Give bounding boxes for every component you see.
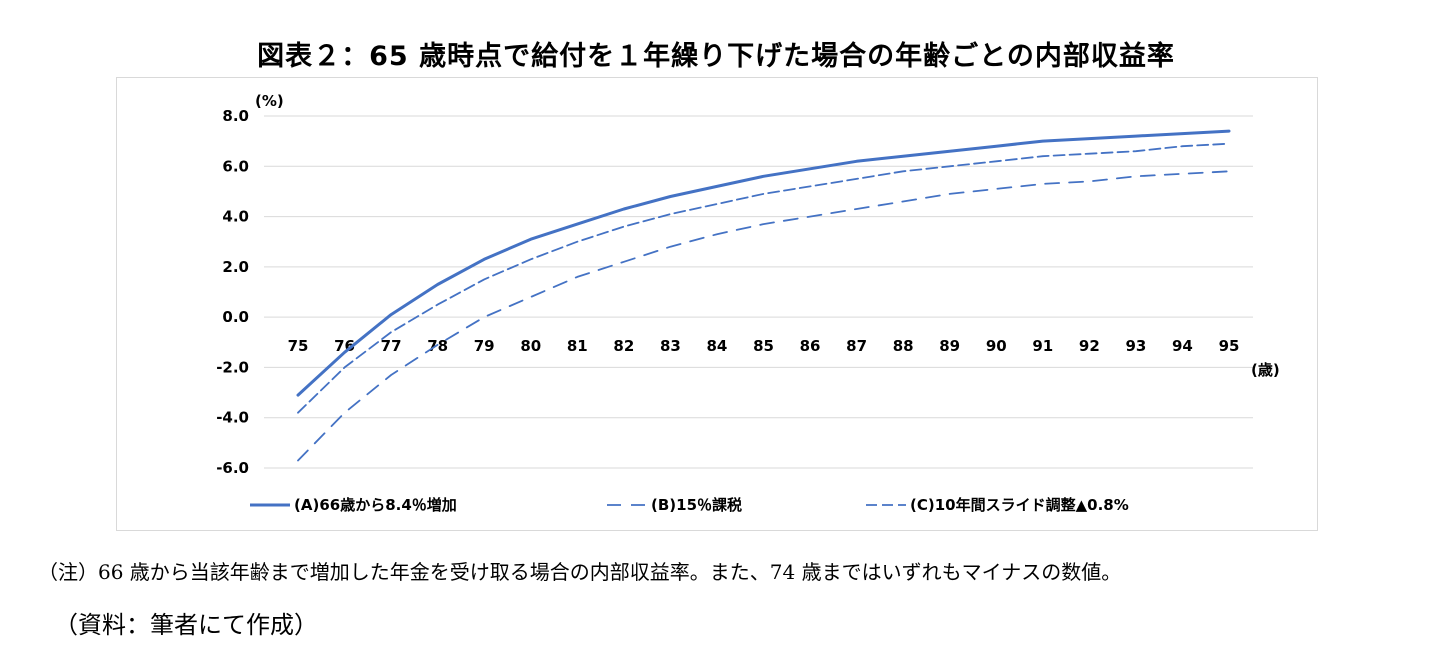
x-tick-label: 80 bbox=[520, 337, 541, 355]
x-tick-label: 87 bbox=[846, 337, 867, 355]
gridlines bbox=[264, 115, 1253, 469]
series-line-b bbox=[297, 170, 1230, 462]
x-tick-label: 78 bbox=[427, 337, 448, 355]
series-line-a bbox=[296, 129, 1231, 397]
legend-label-a: (A)66歳から8.4％増加 bbox=[294, 496, 457, 514]
x-tick-label: 94 bbox=[1172, 337, 1193, 355]
x-tick-label: 92 bbox=[1079, 337, 1100, 355]
y-tick-label: -6.0 bbox=[216, 459, 249, 477]
x-tick-label: 77 bbox=[381, 337, 402, 355]
y-tick-label: 4.0 bbox=[222, 208, 249, 226]
x-tick-label: 90 bbox=[986, 337, 1007, 355]
x-tick-label: 79 bbox=[474, 337, 495, 355]
series-lines bbox=[296, 129, 1231, 462]
x-axis-unit-label: (歳) bbox=[1251, 361, 1280, 379]
x-axis-ticks: 75 76 77 78 79 80 81 82 83 84 85 86 87 88 89 90 91 92 93 94… bbox=[288, 337, 1240, 355]
footnote: （注）66 歳から当該年齢まで増加した年金を受け取る場合の内部収益率。また、74… bbox=[38, 560, 1122, 584]
x-tick-label: 84 bbox=[707, 337, 728, 355]
y-tick-label: -2.0 bbox=[216, 358, 249, 376]
legend-label-c: (C)10年間スライド調整▲0.8% bbox=[910, 496, 1129, 514]
x-tick-label: 81 bbox=[567, 337, 588, 355]
source-note: （資料：筆者にて作成） bbox=[54, 611, 318, 639]
x-tick-label: 83 bbox=[660, 337, 681, 355]
y-tick-label: 0.0 bbox=[222, 308, 249, 326]
x-tick-label: 85 bbox=[753, 337, 774, 355]
x-tick-label: 76 bbox=[334, 337, 355, 355]
x-tick-label: 91 bbox=[1032, 337, 1053, 355]
x-tick-label: 82 bbox=[613, 337, 634, 355]
chart-frame: 8.0 6.0 4.0 2.0 0.0 -2.0 -4.0 -6.0 75 76 77 78 79 80… bbox=[116, 77, 1318, 531]
y-axis-unit-label: (%) bbox=[255, 92, 284, 110]
line-chart: 8.0 6.0 4.0 2.0 0.0 -2.0 -4.0 -6.0 75 76 77 78 79 80… bbox=[216, 92, 1280, 514]
figure-title: 図表２：65 歳時点で給付を１年繰り下げた場合の年齢ごとの内部収益率 bbox=[257, 41, 1175, 72]
x-tick-label: 93 bbox=[1125, 337, 1146, 355]
x-tick-label: 89 bbox=[939, 337, 960, 355]
legend-label-b: (B)15％課税 bbox=[651, 496, 742, 514]
y-tick-label: -4.0 bbox=[216, 409, 249, 427]
x-tick-label: 86 bbox=[800, 337, 821, 355]
y-axis-ticks: 8.0 6.0 4.0 2.0 0.0 -2.0 -4.0 -6.0 bbox=[216, 107, 249, 477]
x-tick-label: 75 bbox=[288, 337, 309, 355]
series-line-c bbox=[297, 142, 1230, 414]
legend: (A)66歳から8.4％増加 (B)15％課税 (C)10年間スライド調整▲0.8% bbox=[250, 496, 1129, 514]
y-tick-label: 8.0 bbox=[222, 107, 249, 125]
y-tick-label: 6.0 bbox=[222, 157, 249, 175]
y-tick-label: 2.0 bbox=[222, 258, 249, 276]
x-tick-label: 88 bbox=[893, 337, 914, 355]
x-tick-label: 95 bbox=[1219, 337, 1240, 355]
